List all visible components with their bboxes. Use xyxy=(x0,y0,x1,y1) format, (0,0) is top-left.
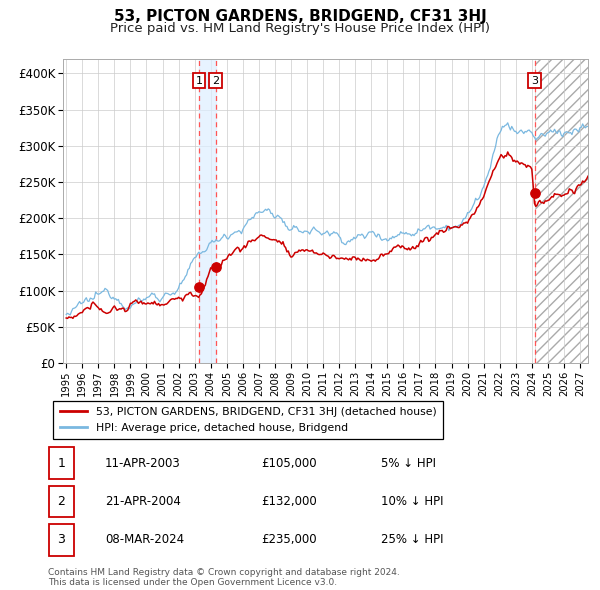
Text: 08-MAR-2024: 08-MAR-2024 xyxy=(105,533,184,546)
Point xyxy=(530,188,539,198)
Bar xyxy=(535,59,596,363)
Text: Price paid vs. HM Land Registry's House Price Index (HPI): Price paid vs. HM Land Registry's House … xyxy=(110,22,490,35)
Text: 10% ↓ HPI: 10% ↓ HPI xyxy=(381,495,443,508)
Bar xyxy=(199,59,215,363)
FancyBboxPatch shape xyxy=(49,486,74,517)
FancyBboxPatch shape xyxy=(49,447,74,479)
Text: £105,000: £105,000 xyxy=(261,457,317,470)
Bar xyxy=(535,59,596,363)
Point xyxy=(211,263,220,272)
Text: 21-APR-2004: 21-APR-2004 xyxy=(105,495,181,508)
Text: 3: 3 xyxy=(58,533,65,546)
Text: 1: 1 xyxy=(196,76,203,86)
Text: 11-APR-2003: 11-APR-2003 xyxy=(105,457,181,470)
Text: 2: 2 xyxy=(58,495,65,508)
Text: £235,000: £235,000 xyxy=(261,533,317,546)
Text: 5% ↓ HPI: 5% ↓ HPI xyxy=(381,457,436,470)
FancyBboxPatch shape xyxy=(49,524,74,556)
Text: 1: 1 xyxy=(58,457,65,470)
Text: 2: 2 xyxy=(212,76,219,86)
Legend: 53, PICTON GARDENS, BRIDGEND, CF31 3HJ (detached house), HPI: Average price, det: 53, PICTON GARDENS, BRIDGEND, CF31 3HJ (… xyxy=(53,401,443,439)
Text: £132,000: £132,000 xyxy=(261,495,317,508)
Text: 3: 3 xyxy=(531,76,538,86)
Text: Contains HM Land Registry data © Crown copyright and database right 2024.
This d: Contains HM Land Registry data © Crown c… xyxy=(48,568,400,587)
Text: 25% ↓ HPI: 25% ↓ HPI xyxy=(381,533,443,546)
Point xyxy=(194,282,204,291)
Text: 53, PICTON GARDENS, BRIDGEND, CF31 3HJ: 53, PICTON GARDENS, BRIDGEND, CF31 3HJ xyxy=(113,9,487,24)
